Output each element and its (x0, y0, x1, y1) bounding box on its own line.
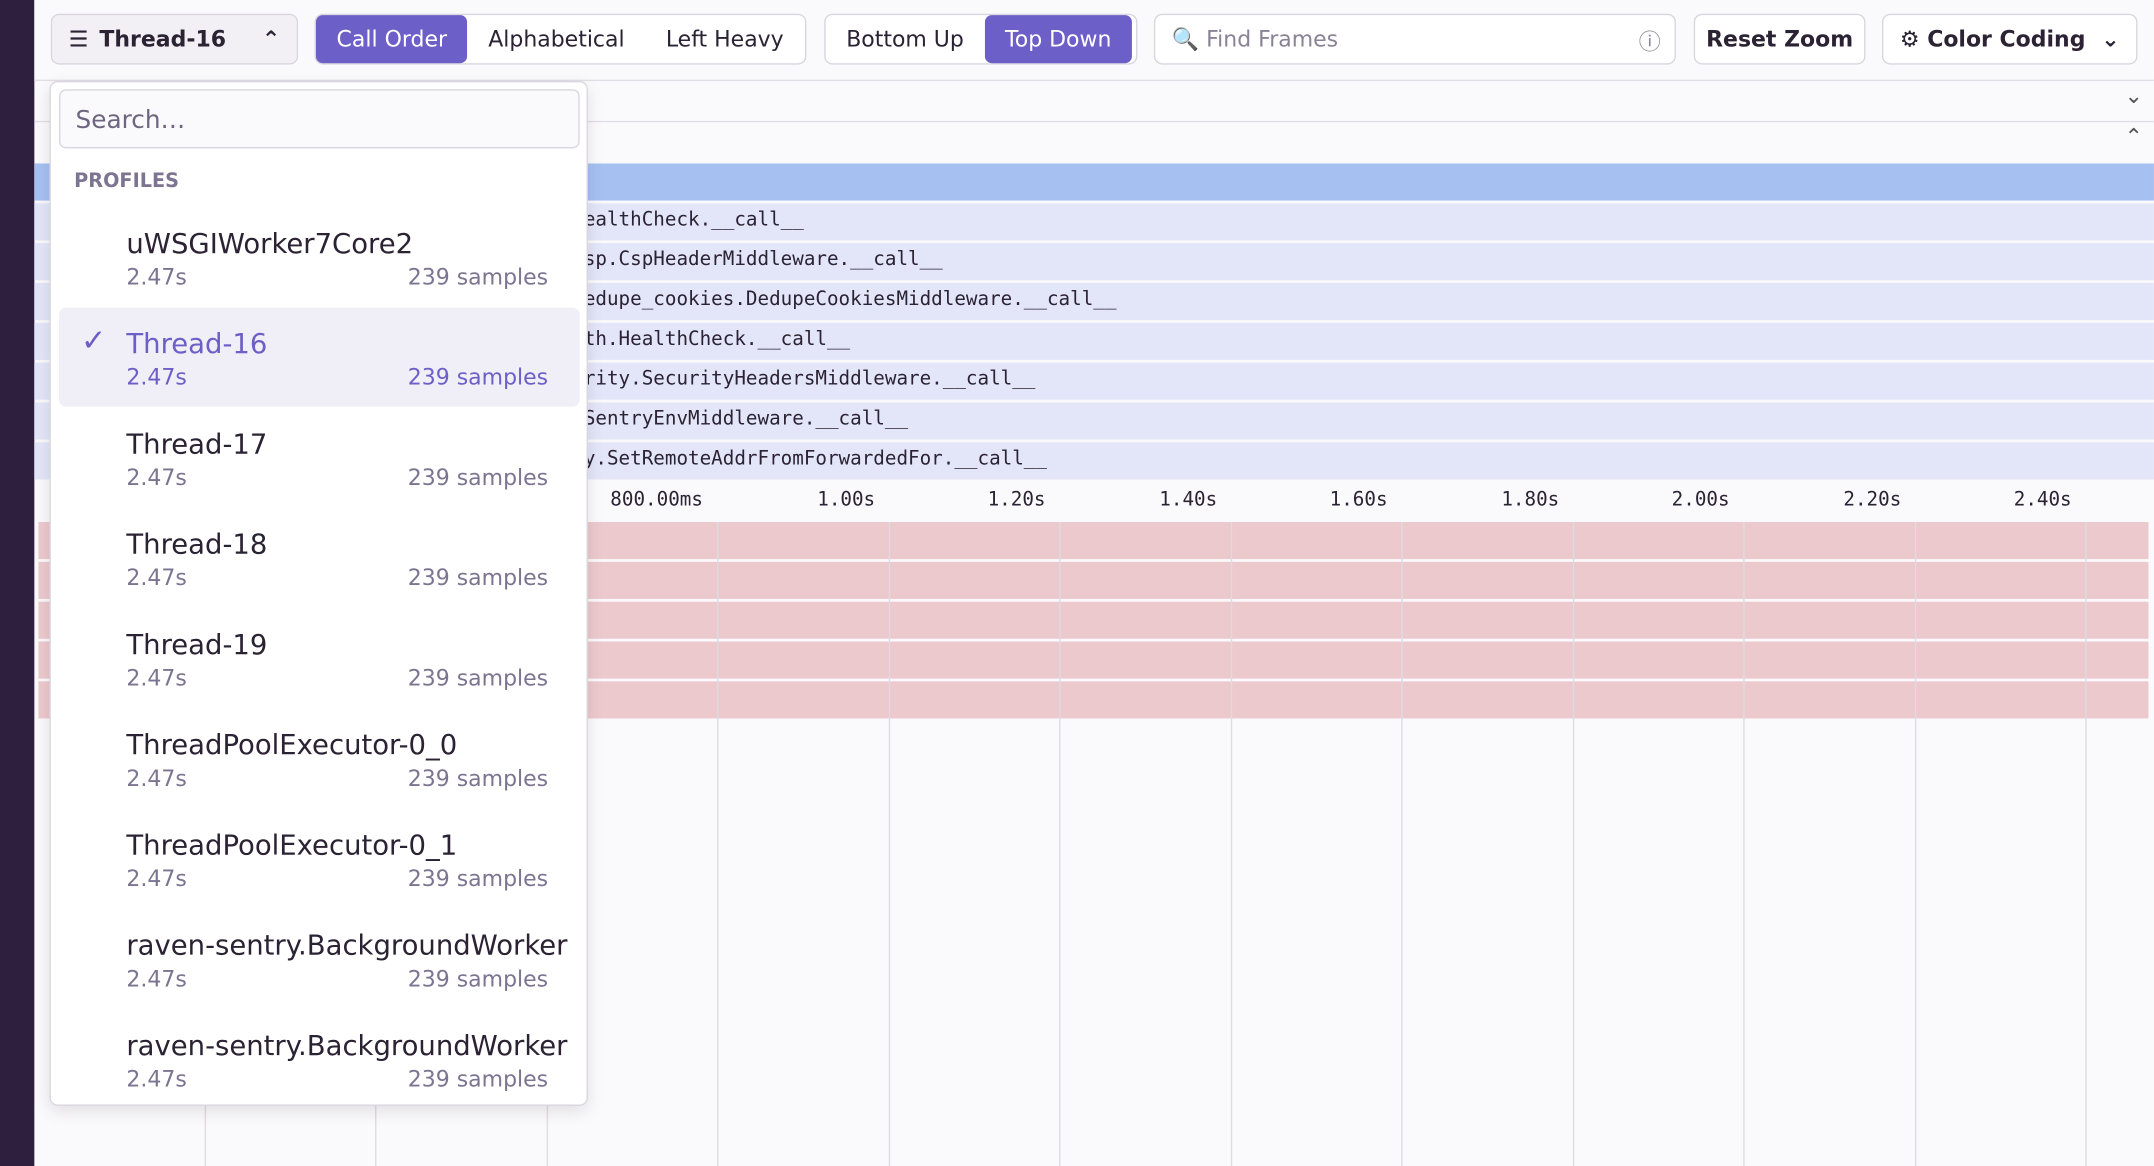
profile-duration: 2.47s (126, 565, 186, 591)
profile-item[interactable]: Thread-17 2.47s 239 samples (59, 408, 580, 507)
sort-group: Call OrderAlphabeticalLeft Heavy (315, 14, 807, 65)
profile-item[interactable]: ✓ Thread-16 2.47s 239 samples (59, 308, 580, 407)
profile-item[interactable]: uWSGIWorker7Core2 2.47s 239 samples (59, 207, 580, 306)
reset-zoom-label: Reset Zoom (1706, 26, 1853, 52)
profile-name: raven-sentry.BackgroundWorker (126, 929, 567, 962)
tick-label: 2.20s (1817, 489, 1927, 511)
profile-item[interactable]: Thread-19 2.47s 239 samples (59, 609, 580, 708)
frame-label: ealthCheck.__call__ (584, 209, 804, 231)
grid-line (2085, 522, 2086, 1166)
find-placeholder: Find Frames (1206, 26, 1338, 52)
check-icon: ✓ (81, 324, 106, 358)
reset-zoom[interactable]: Reset Zoom (1694, 14, 1866, 65)
tick-label: 800.00ms (602, 489, 712, 511)
profile-samples: 239 samples (408, 364, 548, 390)
direction-group: Bottom UpTop Down (824, 14, 1137, 65)
color-coding[interactable]: ⚙ Color Coding⌄ (1882, 14, 2138, 65)
segment-button[interactable]: Alphabetical (468, 15, 646, 63)
grid-line (1401, 522, 1402, 1166)
search-placeholder: Search… (76, 106, 186, 135)
profile-duration: 2.47s (126, 264, 186, 290)
profile-samples: 239 samples (408, 264, 548, 290)
segment-button[interactable]: Bottom Up (826, 15, 985, 63)
profile-samples: 239 samples (408, 1066, 548, 1092)
find-frames[interactable]: 🔍 Find Framesⓘ (1154, 14, 1676, 65)
frame-label: rity.SecurityHeadersMiddleware.__call__ (584, 368, 1036, 390)
profile-samples: 239 samples (408, 464, 548, 490)
profile-name: Thread-18 (126, 528, 267, 561)
frame-label: y.SetRemoteAddrFromForwardedFor.__call__ (584, 448, 1047, 470)
profile-duration: 2.47s (126, 665, 186, 691)
tick-label: 2.40s (1988, 489, 2098, 511)
tick-label: 1.20s (962, 489, 1072, 511)
grid-line (1059, 522, 1060, 1166)
grid-line (1915, 522, 1916, 1166)
profile-duration: 2.47s (126, 464, 186, 490)
profile-item[interactable]: ThreadPoolExecutor-0_1 2.47s 239 samples (59, 809, 580, 908)
profile-name: Thread-16 (126, 327, 267, 360)
frame-label: edupe_cookies.DedupeCookiesMiddleware.__… (584, 288, 1117, 310)
segment-button[interactable]: Top Down (984, 15, 1132, 63)
color-coding-label: Color Coding (1927, 26, 2085, 52)
tick-label: 1.80s (1475, 489, 1585, 511)
grid-line (1231, 522, 1232, 1166)
thread-label: Thread-16 (99, 26, 226, 52)
profile-name: ThreadPoolExecutor-0_0 (126, 728, 457, 761)
profile-item[interactable]: Thread-18 2.47s 239 samples (59, 508, 580, 607)
tick-label: 1.40s (1133, 489, 1243, 511)
profile-name: Thread-17 (126, 427, 267, 460)
dropdown-search[interactable]: Search… (59, 89, 580, 148)
grid-line (889, 522, 890, 1166)
tick-label: 1.60s (1304, 489, 1414, 511)
profile-samples: 239 samples (408, 565, 548, 591)
profile-name: raven-sentry.BackgroundWorker (126, 1029, 567, 1062)
profile-name: Thread-19 (126, 628, 267, 661)
profile-duration: 2.47s (126, 765, 186, 791)
profile-samples: 239 samples (408, 665, 548, 691)
profile-samples: 239 samples (408, 966, 548, 992)
thread-dropdown: Search… PROFILES uWSGIWorker7Core2 2.47s 2… (49, 81, 587, 1106)
frame-label: SentryEnvMiddleware.__call__ (584, 408, 908, 430)
tick-label: 2.00s (1646, 489, 1756, 511)
frame-label: sp.CspHeaderMiddleware.__call__ (584, 249, 943, 271)
profile-duration: 2.47s (126, 364, 186, 390)
segment-button[interactable]: Call Order (316, 15, 468, 63)
sidebar (0, 0, 34, 1166)
profile-duration: 2.47s (126, 966, 186, 992)
thread-selector[interactable]: ☰Thread-16⌃ (51, 14, 298, 65)
profile-duration: 2.47s (126, 865, 186, 891)
segment-button[interactable]: Left Heavy (645, 15, 804, 63)
grid-line (1743, 522, 1744, 1166)
profile-item[interactable]: raven-sentry.BackgroundWorker 2.47s 239 sa… (59, 909, 580, 1008)
section-header: PROFILES (74, 170, 179, 192)
profile-item[interactable]: ThreadPoolExecutor-0_0 2.47s 239 samples (59, 709, 580, 808)
grid-line (717, 522, 718, 1166)
profile-duration: 2.47s (126, 1066, 186, 1092)
profile-name: uWSGIWorker7Core2 (126, 227, 413, 260)
tick-label: 1.00s (791, 489, 901, 511)
profile-name: ThreadPoolExecutor-0_1 (126, 828, 457, 861)
profile-samples: 239 samples (408, 765, 548, 791)
profile-samples: 239 samples (408, 865, 548, 891)
frame-label: th.HealthCheck.__call__ (584, 328, 850, 350)
profile-item[interactable]: raven-sentry.BackgroundWorker 2.47s 239 sa… (59, 1010, 580, 1109)
grid-line (1573, 522, 1574, 1166)
